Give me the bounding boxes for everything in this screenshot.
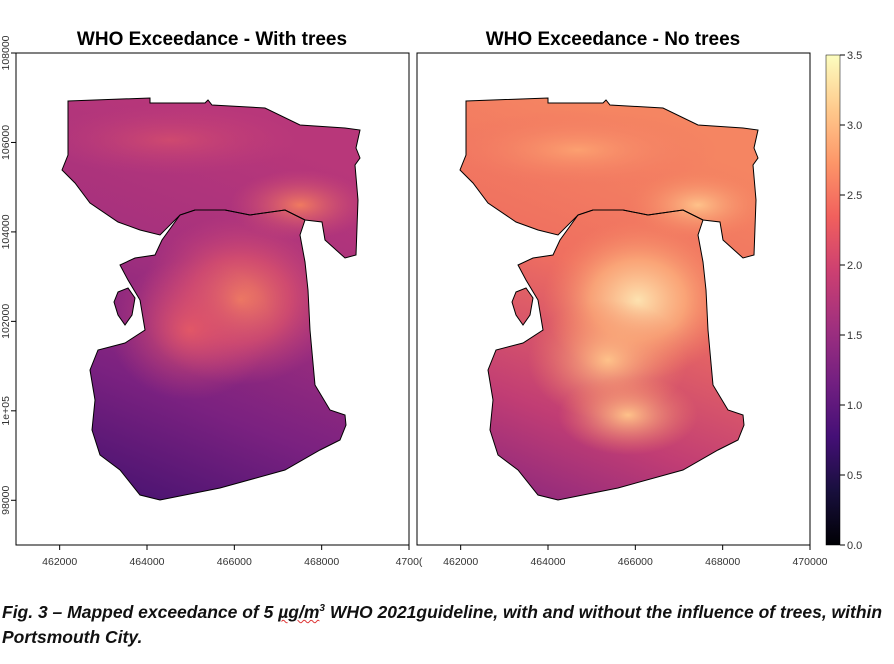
x-tick-label: 466000 [217,556,252,568]
y-tick-label: 104000 [0,214,12,249]
heat-hotspot [62,105,300,175]
colorbar-tick-label: 2.0 [847,260,862,272]
x-axis: 462000 464000 466000 468000 4700( [42,545,423,568]
x-tick-label: 464000 [530,556,565,568]
heat-hotspot [558,375,698,455]
x-tick-label: 468000 [705,556,740,568]
plot-frame [416,52,811,546]
caption-text-2: WHO 2021guideline, with and without the … [2,602,883,647]
x-tick-label: 470000 [792,556,827,568]
colorbar-tick-label: 1.0 [847,400,862,412]
heat-hotspot [110,260,270,400]
colorbar-tick-label: 3.5 [847,50,862,62]
y-tick-label: 106000 [0,125,12,160]
colorbar-tick-label: 1.5 [847,330,862,342]
x-axis: 462000 464000 466000 468000 470000 [443,545,828,568]
map-no-trees [459,97,759,501]
x-tick-label: 462000 [443,556,478,568]
x-tick-label: 462000 [42,556,77,568]
x-tick-label: 468000 [304,556,339,568]
colorbar-tick-label: 2.5 [847,190,862,202]
caption-unit-exponent: 3 [319,603,325,615]
y-tick-label: 98000 [0,486,12,515]
colorbar-gradient [825,54,841,546]
x-tick-label: 464000 [129,556,164,568]
caption-unit: µg/m [278,602,320,622]
heat-hotspot [230,170,360,240]
panel-with-trees: WHO Exceedance - With trees 462000 464000… [0,29,423,568]
panel-no-trees: WHO Exceedance - No trees 462000 464000 46… [416,29,828,568]
colorbar-tick-label: 3.0 [847,120,862,132]
colorbar: 0.0 0.5 1.0 1.5 2.0 2.5 3.0 3.5 [825,50,862,552]
x-tick-label: 466000 [618,556,653,568]
heat-hotspot [628,170,758,240]
y-tick-label: 102000 [0,304,12,339]
figure-caption: Fig. 3 – Mapped exceedance of 5 µg/m3 WH… [2,600,892,650]
figure: WHO Exceedance - With trees 462000 464000… [0,29,862,568]
heat-hotspot [460,110,718,190]
map-with-trees [61,97,361,501]
y-tick-label: 1e+05 [0,396,12,426]
colorbar-tick-label: 0.0 [847,540,862,552]
panel-title: WHO Exceedance - With trees [77,29,347,50]
panel-title: WHO Exceedance - No trees [486,29,740,50]
y-axis: 98000 1e+05 102000 104000 106000 108000 [0,35,16,515]
plot-frame [15,52,410,546]
y-tick-label: 108000 [0,35,12,70]
colorbar-tick-label: 0.5 [847,470,862,482]
x-tick-label: 4700( [396,556,423,568]
caption-text-1: Fig. 3 – Mapped exceedance of 5 [2,602,279,622]
